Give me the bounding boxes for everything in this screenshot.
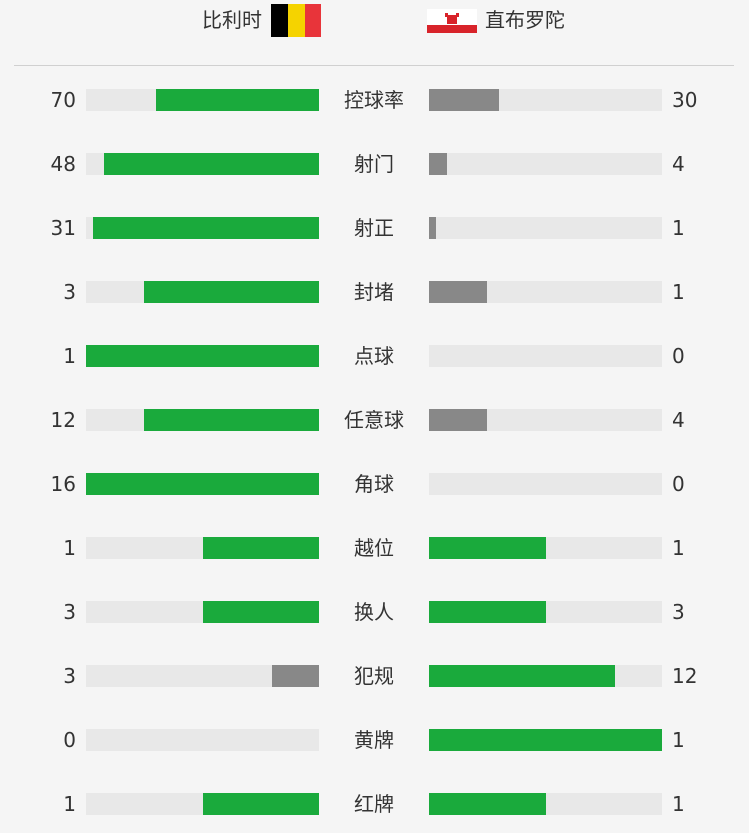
home-value: 31 bbox=[50, 216, 76, 240]
away-value: 4 bbox=[672, 408, 685, 432]
away-value: 0 bbox=[672, 472, 685, 496]
away-bar bbox=[429, 89, 499, 111]
away-track bbox=[429, 153, 662, 175]
away-track bbox=[429, 281, 662, 303]
stat-label: 黄牌 bbox=[354, 728, 394, 752]
home-value: 0 bbox=[63, 728, 76, 752]
home-value: 12 bbox=[50, 408, 76, 432]
away-bar bbox=[429, 537, 546, 559]
home-value: 70 bbox=[50, 88, 76, 112]
divider bbox=[14, 65, 734, 66]
away-track bbox=[429, 473, 662, 495]
away-bar bbox=[429, 665, 616, 687]
home-bar bbox=[144, 409, 319, 431]
away-track bbox=[429, 409, 662, 431]
home-bar bbox=[86, 345, 319, 367]
away-team-name: 直布罗陀 bbox=[485, 8, 565, 32]
home-bar bbox=[86, 473, 319, 495]
away-bar bbox=[429, 281, 488, 303]
stat-label: 封堵 bbox=[354, 280, 394, 304]
away-bar bbox=[429, 409, 488, 431]
stat-label: 越位 bbox=[354, 536, 394, 560]
away-track bbox=[429, 217, 662, 239]
away-value: 1 bbox=[672, 280, 685, 304]
home-value: 1 bbox=[63, 792, 76, 816]
home-value: 48 bbox=[50, 152, 76, 176]
home-value: 16 bbox=[50, 472, 76, 496]
stat-label: 红牌 bbox=[354, 792, 394, 816]
away-value: 30 bbox=[672, 88, 698, 112]
away-bar bbox=[429, 217, 437, 239]
stat-label: 射门 bbox=[354, 152, 394, 176]
home-bar bbox=[144, 281, 319, 303]
away-track bbox=[429, 345, 662, 367]
stat-label: 犯规 bbox=[354, 664, 394, 688]
away-value: 4 bbox=[672, 152, 685, 176]
home-bar bbox=[202, 601, 319, 623]
away-bar bbox=[429, 153, 447, 175]
stat-label: 点球 bbox=[354, 344, 394, 368]
home-value: 1 bbox=[63, 344, 76, 368]
home-team-name: 比利时 bbox=[202, 8, 262, 32]
home-bar bbox=[155, 89, 319, 111]
home-bar bbox=[202, 537, 319, 559]
stat-label: 换人 bbox=[354, 600, 394, 624]
stat-label: 控球率 bbox=[344, 88, 404, 112]
stat-label: 射正 bbox=[354, 216, 394, 240]
away-bar bbox=[429, 729, 662, 751]
home-value: 3 bbox=[63, 664, 76, 688]
home-bar bbox=[202, 793, 319, 815]
home-bar bbox=[272, 665, 319, 687]
away-value: 12 bbox=[672, 664, 698, 688]
home-track bbox=[86, 729, 319, 751]
away-value: 0 bbox=[672, 344, 685, 368]
stat-label: 角球 bbox=[354, 472, 394, 496]
away-bar bbox=[429, 793, 546, 815]
stat-label: 任意球 bbox=[344, 408, 404, 432]
away-value: 1 bbox=[672, 216, 685, 240]
home-value: 1 bbox=[63, 536, 76, 560]
away-bar bbox=[429, 601, 546, 623]
home-bar bbox=[103, 153, 319, 175]
home-value: 3 bbox=[63, 600, 76, 624]
home-track bbox=[86, 665, 319, 687]
away-value: 3 bbox=[672, 600, 685, 624]
away-value: 1 bbox=[672, 792, 685, 816]
home-value: 3 bbox=[63, 280, 76, 304]
home-bar bbox=[93, 217, 319, 239]
away-value: 1 bbox=[672, 728, 685, 752]
away-value: 1 bbox=[672, 536, 685, 560]
home-flag bbox=[271, 4, 321, 37]
away-flag bbox=[427, 9, 477, 33]
